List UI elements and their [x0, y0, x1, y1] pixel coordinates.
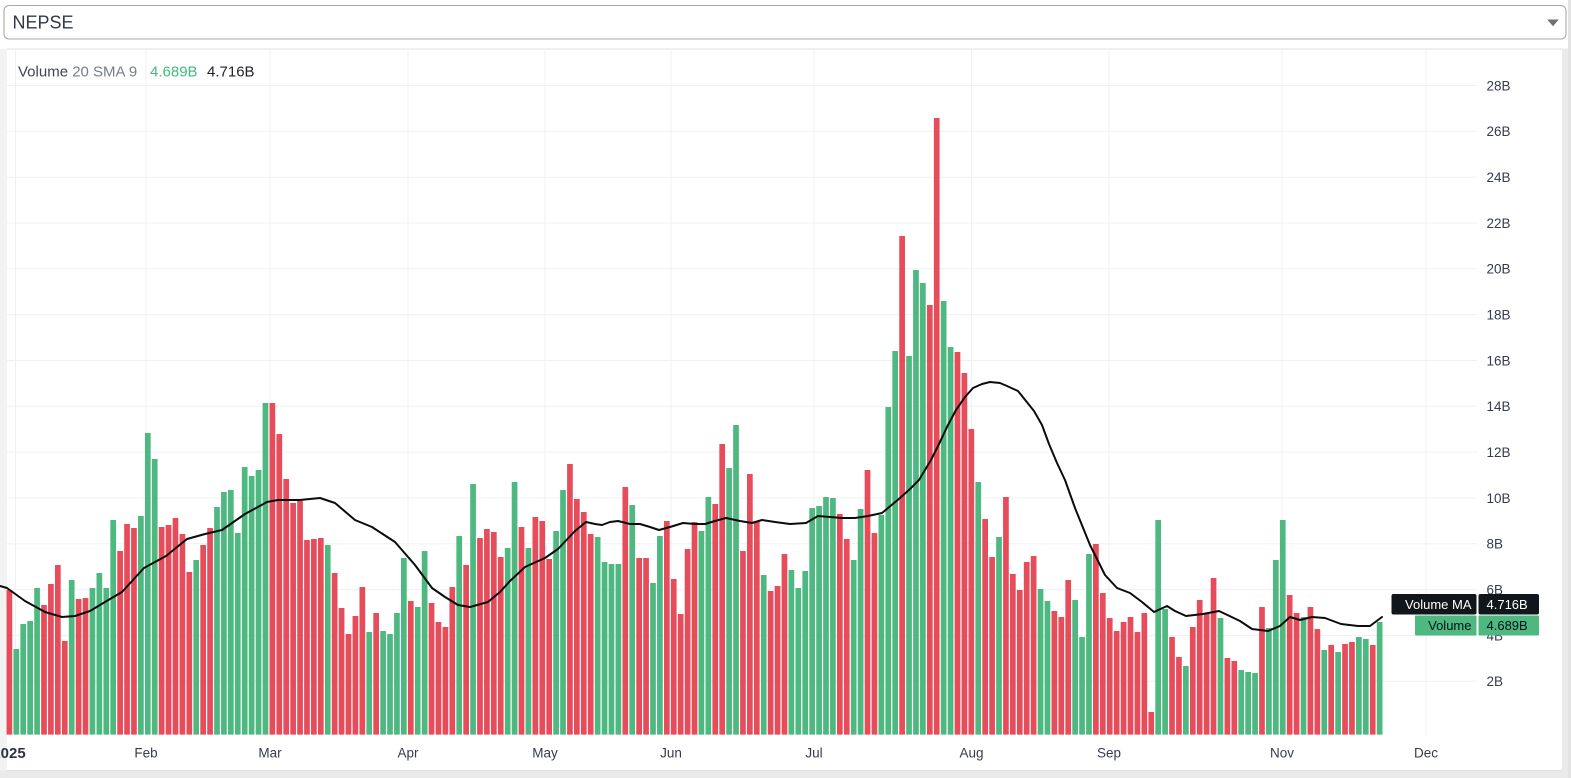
svg-text:Volume: Volume — [1428, 618, 1471, 633]
svg-text:May: May — [532, 746, 558, 761]
svg-text:NEPSE: NEPSE — [13, 13, 74, 33]
svg-text:Feb: Feb — [134, 746, 157, 761]
svg-text:Nov: Nov — [1270, 746, 1294, 761]
svg-text:4.689B: 4.689B — [150, 64, 198, 81]
svg-text:16B: 16B — [1487, 353, 1511, 368]
svg-text:4.716B: 4.716B — [1487, 597, 1528, 612]
svg-text:8B: 8B — [1487, 537, 1504, 552]
svg-text:2025: 2025 — [0, 745, 26, 762]
svg-text:22B: 22B — [1487, 216, 1511, 231]
svg-text:Aug: Aug — [959, 746, 983, 761]
svg-text:14B: 14B — [1487, 399, 1511, 414]
svg-text:26B: 26B — [1487, 124, 1511, 139]
svg-text:28B: 28B — [1487, 78, 1511, 93]
svg-text:4.716B: 4.716B — [207, 64, 255, 81]
svg-text:10B: 10B — [1487, 491, 1511, 506]
svg-text:20B: 20B — [1487, 262, 1511, 277]
svg-text:6B: 6B — [1487, 582, 1504, 597]
svg-text:Dec: Dec — [1414, 746, 1438, 761]
svg-text:Volume MA: Volume MA — [1405, 597, 1472, 612]
svg-text:Volume 20 SMA 9: Volume 20 SMA 9 — [18, 64, 137, 81]
svg-text:2B: 2B — [1487, 674, 1504, 689]
svg-text:4.689B: 4.689B — [1487, 618, 1528, 633]
svg-text:Sep: Sep — [1097, 746, 1121, 761]
svg-text:24B: 24B — [1487, 170, 1511, 185]
svg-text:Apr: Apr — [397, 746, 419, 761]
svg-text:Mar: Mar — [258, 746, 282, 761]
svg-text:18B: 18B — [1487, 307, 1511, 322]
svg-text:Jun: Jun — [660, 746, 682, 761]
svg-text:Jul: Jul — [805, 746, 822, 761]
svg-text:12B: 12B — [1487, 445, 1511, 460]
